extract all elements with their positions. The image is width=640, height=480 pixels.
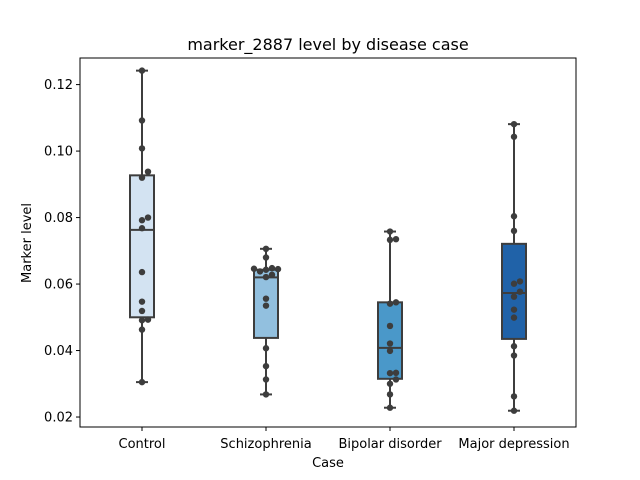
- data-point: [510, 352, 518, 359]
- data-point: [392, 235, 400, 243]
- data-point: [262, 391, 270, 398]
- data-point: [386, 228, 394, 235]
- y-tick-label: 0.10: [44, 145, 73, 160]
- data-point: [392, 369, 400, 377]
- y-tick-label: 0.06: [44, 278, 73, 293]
- data-point: [516, 278, 524, 285]
- data-point: [274, 265, 282, 273]
- x-tick-label: Schizophrenia: [220, 437, 311, 452]
- data-point: [262, 273, 270, 281]
- data-point: [138, 268, 146, 276]
- data-point: [262, 245, 270, 253]
- data-point: [144, 168, 152, 175]
- data-point: [262, 302, 270, 309]
- data-point: [138, 117, 146, 124]
- box-group-major-depression: [501, 120, 527, 414]
- data-point: [268, 264, 276, 272]
- data-point: [138, 145, 146, 152]
- y-tick-label: 0.08: [44, 211, 73, 226]
- data-point: [510, 120, 518, 128]
- data-point: [510, 227, 518, 235]
- box-iqr: [129, 174, 155, 319]
- data-point: [262, 376, 270, 383]
- data-point: [510, 314, 518, 321]
- data-point: [510, 393, 518, 400]
- data-point: [392, 299, 400, 306]
- data-point: [262, 254, 270, 261]
- data-point: [138, 326, 146, 333]
- data-point: [386, 340, 394, 347]
- data-point: [262, 295, 270, 302]
- data-point: [144, 316, 152, 323]
- y-tick-label: 0.04: [44, 344, 73, 359]
- data-point: [144, 214, 152, 221]
- data-point: [386, 369, 394, 377]
- data-point: [510, 306, 518, 313]
- data-point: [138, 225, 146, 232]
- data-point: [386, 404, 394, 411]
- data-point: [138, 217, 146, 224]
- x-tick-label: Bipolar disorder: [338, 437, 442, 452]
- data-point: [268, 271, 276, 278]
- y-tick-label: 0.12: [44, 78, 73, 93]
- x-tick-label: Control: [119, 437, 166, 452]
- box-group-control: [129, 67, 155, 386]
- data-point: [138, 298, 146, 305]
- data-point: [138, 67, 146, 74]
- data-point: [510, 280, 518, 287]
- x-axis-label: Case: [312, 456, 344, 471]
- data-point: [262, 362, 270, 370]
- data-point: [262, 345, 270, 352]
- data-point: [386, 236, 394, 244]
- data-point: [386, 380, 394, 387]
- data-point: [392, 376, 400, 383]
- plot-area: 0.02 0.04 0.06 0.08 0.10 0.12 Control Schizophr…: [44, 67, 570, 452]
- data-point: [138, 174, 146, 181]
- y-axis-label: Marker level: [20, 203, 35, 283]
- data-point: [138, 378, 146, 386]
- data-point: [386, 391, 394, 398]
- data-point: [386, 300, 394, 307]
- data-point: [516, 288, 524, 295]
- data-point: [262, 266, 270, 273]
- data-point: [510, 407, 518, 414]
- data-point: [256, 268, 264, 275]
- y-tick-label: 0.02: [44, 411, 73, 426]
- plot-frame: [79, 57, 577, 428]
- data-point: [510, 343, 518, 350]
- x-tick-label: Major depression: [458, 437, 569, 452]
- data-point: [386, 347, 394, 355]
- box-group-schizophrenia: [250, 245, 282, 398]
- chart-title: marker_2887 level by disease case: [187, 35, 468, 55]
- data-point: [510, 293, 518, 300]
- data-point: [138, 317, 146, 324]
- data-point: [510, 213, 518, 220]
- data-point: [138, 307, 146, 315]
- box-group-bipolar-disorder: [377, 228, 403, 411]
- data-point: [250, 265, 258, 272]
- data-point: [510, 133, 518, 140]
- data-point: [386, 322, 394, 330]
